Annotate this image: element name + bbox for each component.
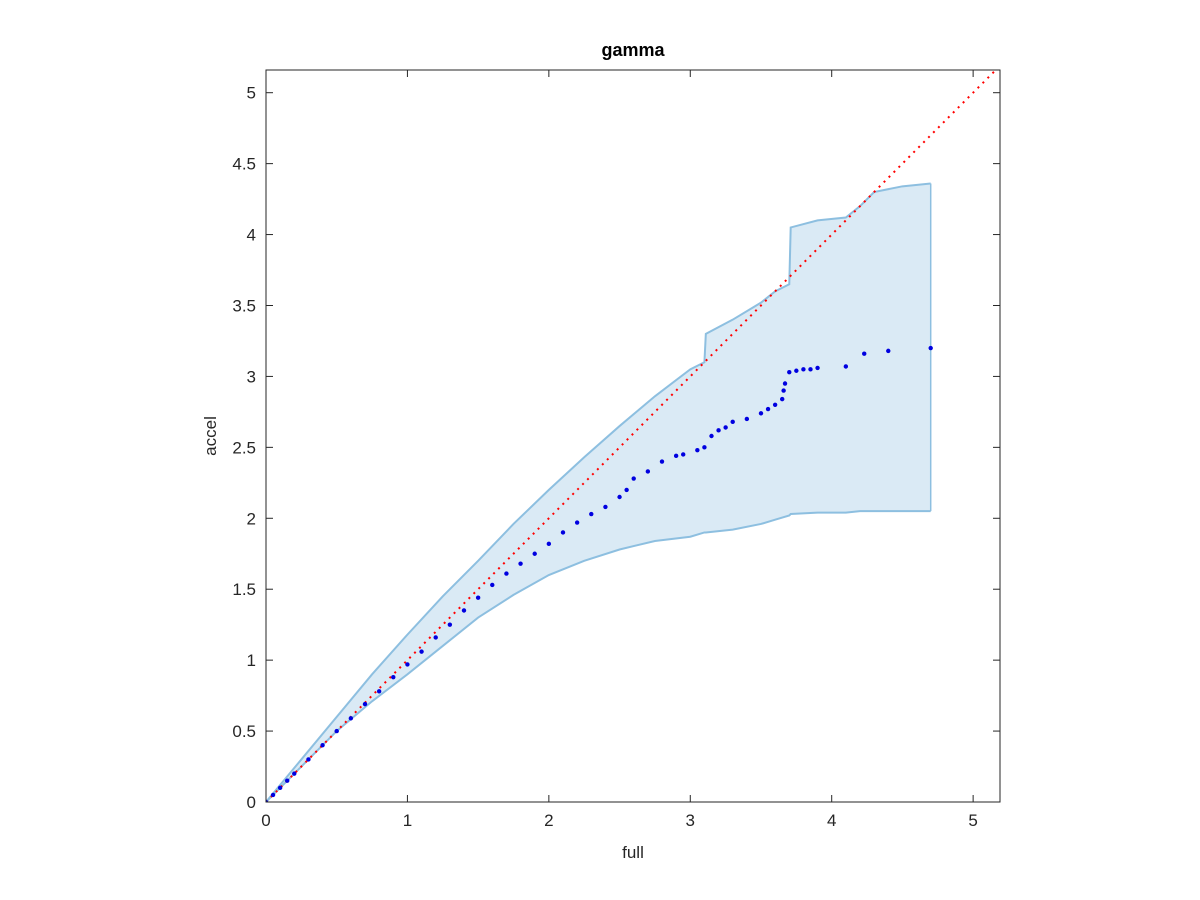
data-point: [306, 757, 311, 762]
x-axis-label: full: [622, 843, 644, 862]
data-point: [334, 728, 339, 734]
data-point: [546, 541, 552, 547]
data-point: [659, 459, 665, 464]
data-point: [362, 701, 368, 707]
data-point: [490, 582, 495, 588]
data-point: [391, 674, 396, 680]
band-upper-edge: [266, 182, 931, 802]
data-point: [723, 425, 728, 430]
y-tick-label: 2: [247, 509, 256, 528]
data-point: [405, 662, 410, 667]
data-point: [631, 476, 636, 481]
y-tick-label: 3.5: [232, 296, 256, 315]
data-point: [765, 406, 771, 412]
data-point: [886, 348, 891, 354]
data-point: [673, 453, 679, 459]
data-point: [815, 365, 820, 371]
y-tick-label: 1: [247, 651, 256, 670]
x-tick-label: 0: [261, 811, 270, 830]
y-axis-label: accel: [201, 416, 220, 456]
y-tick-label: 3: [247, 367, 256, 386]
reference-line: [266, 70, 997, 802]
y-tick-label: 0: [247, 793, 256, 812]
data-point: [285, 778, 290, 783]
data-point: [730, 419, 735, 425]
x-tick-label: 4: [827, 811, 836, 830]
data-point: [292, 771, 297, 776]
data-point: [376, 689, 382, 694]
data-point: [801, 367, 806, 372]
data-point: [419, 649, 424, 654]
data-point: [266, 799, 269, 802]
data-point: [447, 622, 453, 627]
x-tick-label: 1: [403, 811, 412, 830]
data-point: [843, 364, 849, 369]
data-point: [277, 785, 283, 791]
data-point: [574, 520, 580, 525]
data-point: [560, 530, 566, 535]
data-point: [681, 452, 686, 457]
data-point: [787, 369, 792, 375]
x-tick-label: 2: [544, 811, 553, 830]
data-point: [862, 351, 867, 356]
data-point: [645, 469, 651, 474]
plot-area: [266, 70, 997, 802]
y-tick-label: 4.5: [232, 155, 256, 174]
data-point: [702, 445, 707, 450]
data-point: [928, 345, 933, 351]
data-point: [504, 571, 509, 576]
data-point: [532, 551, 537, 556]
band-lower-edge: [266, 510, 931, 802]
x-tick-label: 5: [968, 811, 977, 830]
data-point: [475, 595, 481, 600]
data-point: [695, 447, 700, 453]
data-point: [781, 388, 786, 393]
data-point: [716, 428, 721, 433]
axes-box: [265, 69, 1001, 803]
y-tick-label: 4: [247, 226, 256, 245]
y-tick-label: 1.5: [232, 580, 256, 599]
data-point: [617, 494, 622, 500]
chart-title: gamma: [601, 40, 665, 60]
x-tick-label: 3: [686, 811, 695, 830]
data-point: [603, 504, 608, 510]
y-tick-label: 0.5: [232, 722, 256, 741]
data-point: [589, 511, 594, 517]
confidence-band: [266, 183, 931, 802]
data-point: [320, 743, 325, 748]
data-point: [518, 561, 523, 566]
data-point: [780, 396, 785, 402]
data-point: [709, 433, 714, 439]
data-point: [270, 792, 276, 798]
y-tick-label: 2.5: [232, 438, 256, 457]
data-point: [624, 487, 629, 493]
data-point: [744, 416, 750, 422]
data-point: [808, 367, 813, 372]
data-point: [794, 368, 799, 373]
data-point: [433, 635, 438, 640]
data-point: [461, 608, 467, 613]
data-point: [348, 716, 354, 721]
data-point: [782, 381, 788, 386]
data-point: [772, 402, 778, 407]
y-tick-label: 5: [247, 84, 256, 103]
data-point: [758, 411, 764, 416]
